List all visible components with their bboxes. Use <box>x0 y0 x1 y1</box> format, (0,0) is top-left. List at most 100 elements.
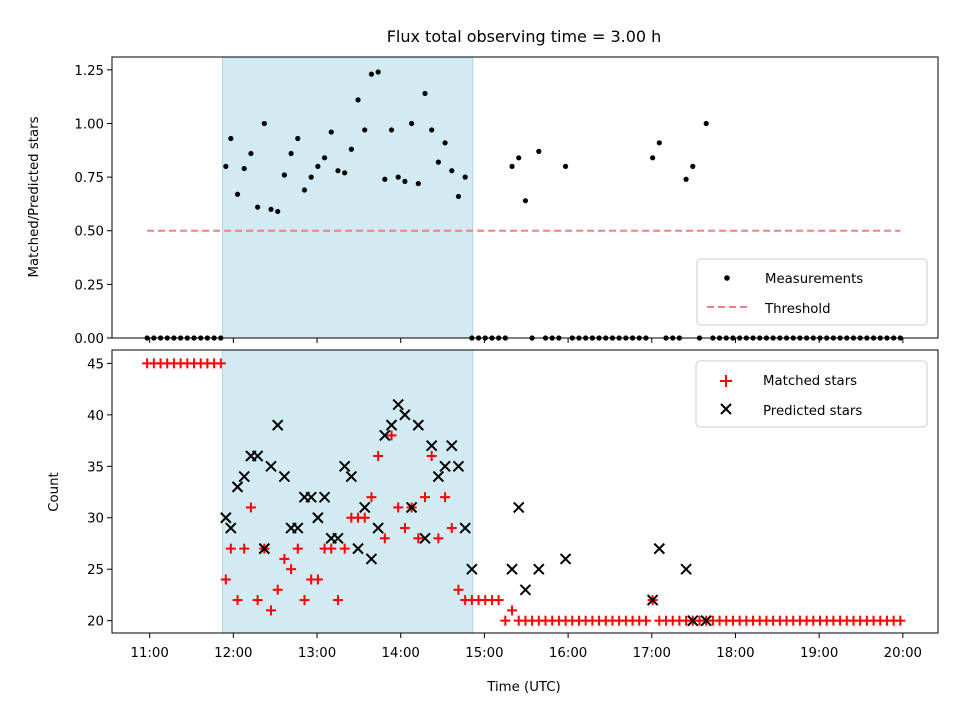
measurement-point <box>562 163 569 169</box>
measurement-point <box>509 163 515 169</box>
measurement-point <box>261 120 267 127</box>
bottom-legend: Matched stars Predicted stars <box>695 360 928 428</box>
measurement-point <box>234 191 241 197</box>
measurement-point <box>442 140 448 146</box>
measurement-point <box>415 180 421 187</box>
matched-star-point <box>252 595 263 606</box>
predicted-star-point <box>425 439 438 452</box>
bottom-plot-frame <box>111 349 939 634</box>
legend-measurements-label: Measurements <box>765 272 863 287</box>
bottom-y-tick-label: 40 <box>87 409 104 424</box>
predicted-star-point <box>559 553 572 565</box>
predicted-star-point <box>338 460 351 472</box>
predicted-star-point <box>405 501 418 514</box>
measurement-point <box>375 69 381 75</box>
matched-star-point <box>239 543 250 554</box>
predicted-star-point <box>251 450 264 462</box>
predicted-star-point <box>312 512 324 524</box>
bottom-legend-box <box>695 360 928 428</box>
bottom-y-tick-label: 25 <box>87 563 104 578</box>
measurement-point <box>223 163 229 169</box>
measurement-point <box>255 204 261 210</box>
predicted-star-point <box>700 614 712 627</box>
predicted-star-point <box>379 429 391 442</box>
measurement-point <box>315 163 321 169</box>
measurement-point <box>348 146 354 152</box>
matched-star-point <box>386 430 397 441</box>
measurement-point <box>455 193 462 200</box>
measurement-point <box>321 155 328 161</box>
bottom-y-tick-label: 30 <box>87 512 104 527</box>
measurement-point <box>295 135 301 142</box>
measurement-point <box>342 170 348 176</box>
measurement-point <box>275 208 281 215</box>
legend-matched-marker <box>720 375 732 387</box>
predicted-star-point <box>271 419 284 431</box>
measurement-point <box>703 120 709 127</box>
predicted-star-point <box>352 542 364 555</box>
predicted-star-point <box>220 512 232 524</box>
predicted-star-point <box>258 542 271 555</box>
matched-star-point <box>433 533 444 544</box>
measurement-point <box>429 127 435 133</box>
measurement-point <box>308 174 314 180</box>
predicted-star-point <box>305 491 317 503</box>
matched-star-point <box>440 492 451 503</box>
matched-star-point <box>393 502 404 513</box>
measurement-point <box>409 120 415 127</box>
top-x-ticks <box>149 338 904 343</box>
predicted-star-point <box>459 522 471 534</box>
measurement-point <box>248 150 254 157</box>
bottom-x-tick-label: 14:00 <box>382 646 420 661</box>
legend-threshold-label: Threshold <box>764 302 831 317</box>
measurement-point <box>435 159 441 165</box>
measurement-point <box>362 127 368 133</box>
matched-star-point <box>266 605 277 616</box>
bottom-x-tick-label: 20:00 <box>884 646 922 661</box>
matched-star-point <box>366 492 377 503</box>
predicted-star-point <box>533 563 545 575</box>
top-panel: 0.00 0.25 0.50 0.75 1.00 1.25 Matched/Predict… <box>27 56 939 347</box>
matched-star-point <box>272 584 283 595</box>
bottom-y-tick-label: 35 <box>87 460 104 475</box>
measurement-point <box>281 172 287 178</box>
top-legend: Measurements Threshold <box>696 258 928 326</box>
legend-measurements-marker <box>724 275 730 281</box>
predicted-star-point <box>372 522 384 534</box>
predicted-star-point <box>238 470 250 483</box>
predicted-star-point <box>318 491 331 503</box>
bottom-panel: 20 25 30 35 40 45 11:00 12:00 13:00 14:00 15:00 16… <box>47 349 939 695</box>
measurement-point <box>335 168 341 174</box>
top-y-axis-label: Matched/Predicted stars <box>27 116 42 277</box>
matched-star-point <box>312 574 323 585</box>
measurement-point <box>650 155 656 161</box>
predicted-star-point <box>332 532 344 545</box>
measurement-point <box>328 129 334 135</box>
measurement-point <box>683 176 689 182</box>
predicted-star-point <box>519 584 532 596</box>
bottom-x-tick-label: 11:00 <box>130 646 168 661</box>
top-y-tick-label: 0.00 <box>74 332 104 347</box>
matched-stars-points <box>142 358 906 626</box>
bottom-x-tick-label: 12:00 <box>214 646 252 661</box>
bottom-x-ticks: 11:00 12:00 13:00 14:00 15:00 16:00 17:00 18:00… <box>130 633 922 661</box>
measurement-point <box>388 127 395 133</box>
predicted-star-point <box>231 481 244 493</box>
legend-predicted-marker <box>720 403 732 415</box>
bottom-y-tick-label: 45 <box>87 357 104 372</box>
matched-star-point <box>225 543 236 554</box>
top-y-tick-label: 0.75 <box>74 171 104 186</box>
figure-title: Flux total observing time = 3.00 h <box>387 27 662 46</box>
matched-star-point <box>332 595 343 606</box>
predicted-star-point <box>687 614 699 627</box>
bottom-highlight-span <box>221 349 474 634</box>
legend-predicted-label: Predicted stars <box>763 404 862 419</box>
measurement-point <box>382 176 388 182</box>
predicted-star-point <box>446 439 458 452</box>
matched-star-point <box>299 595 310 606</box>
bottom-x-tick-label: 18:00 <box>716 646 754 661</box>
bottom-y-ticks: 20 25 30 35 40 45 <box>87 357 112 630</box>
measurement-point <box>422 90 428 97</box>
measurement-point <box>268 206 274 212</box>
